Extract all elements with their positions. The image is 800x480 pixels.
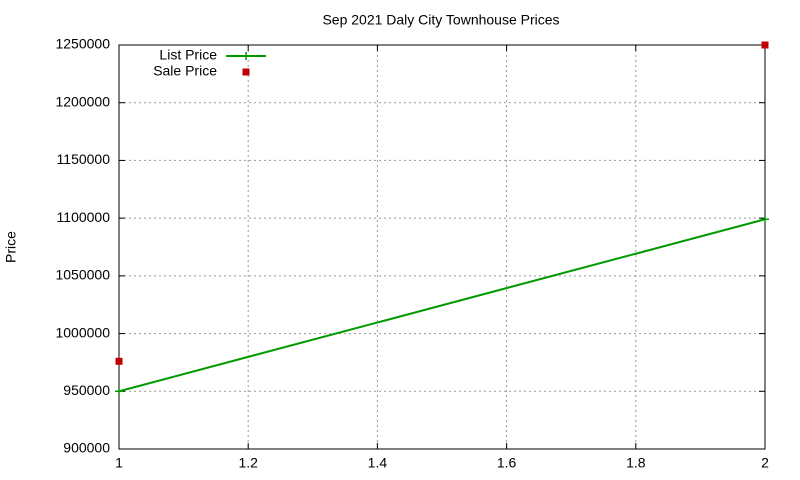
x-tick-label: 1.6 — [497, 455, 517, 471]
series-line — [118, 218, 766, 393]
x-tick-label: 1.2 — [238, 455, 258, 471]
y-tick-label: 1050000 — [55, 267, 110, 283]
legend-label: Sale Price — [153, 63, 217, 79]
x-tick-label: 2 — [761, 455, 769, 471]
y-tick-label: 900000 — [63, 440, 110, 456]
legend-marker — [242, 52, 250, 60]
point — [115, 357, 123, 365]
y-tick-label: 1200000 — [55, 93, 110, 109]
x-tick-label: 1.8 — [626, 455, 646, 471]
y-axis-label: Price — [3, 231, 19, 263]
y-tick-label: 1000000 — [55, 324, 110, 340]
plot-border — [118, 44, 766, 450]
point — [761, 41, 769, 49]
y-tick-label: 1100000 — [57, 209, 111, 225]
y-tick-label: 1150000 — [57, 151, 111, 167]
legend-label: List Price — [159, 47, 217, 63]
x-tick-label: 1 — [115, 455, 123, 471]
y-tick-label: 950000 — [63, 382, 110, 398]
x-tick-label: 1.4 — [368, 455, 388, 471]
point — [761, 215, 769, 224]
y-tick-label: 1250000 — [55, 36, 110, 52]
chart-title: Sep 2021 Daly City Townhouse Prices — [322, 12, 559, 28]
legend-marker — [242, 68, 250, 76]
point — [115, 387, 123, 396]
